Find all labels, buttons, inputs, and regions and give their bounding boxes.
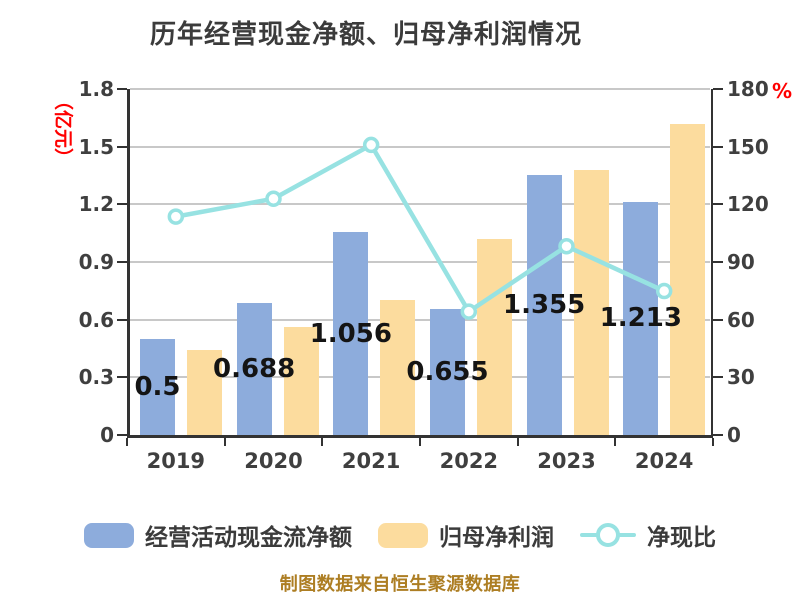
y-axis-tick-mark-left [117,261,127,263]
legend-swatch-net-profit-icon [378,522,428,548]
y-axis-tick-label-left: 0 [100,423,114,447]
y-axis-tick-mark-right [713,145,723,148]
legend: 经营活动现金流净额 归母净利润 净现比 [84,518,716,552]
y-axis-tick-label-right: 0 [727,423,741,447]
bar-value-label: 0.655 [406,357,489,388]
x-axis-tick-mark [419,438,421,446]
chart-title: 历年经营现金净额、归母净利润情况 [150,20,583,50]
bar-value-label: 1.213 [599,303,682,334]
y-axis-tick-mark-left [117,88,127,90]
bar-operating-cash-flow [140,338,175,435]
bar-net-profit [380,300,416,435]
legend-item-operating-cash-flow[interactable]: 经营活动现金流净额 [84,518,352,552]
y-axis-tick-label-right: 180 [727,77,769,101]
legend-item-net-profit[interactable]: 归母净利润 [378,518,554,552]
x-axis-tick-label: 2022 [439,449,499,473]
x-axis-tick-mark [321,438,324,446]
y-axis-tick-mark-left [117,145,127,148]
bar-value-label: 1.056 [309,318,392,349]
legend-item-cash-ratio[interactable]: 净现比 [580,518,716,552]
y-axis-tick-label-right: 120 [727,192,769,217]
legend-line-marker-icon [580,523,636,547]
y-axis-tick-label-right: 90 [727,250,755,274]
y-axis-tick-mark-left [117,203,127,206]
y-axis-tick-mark-right [713,318,723,321]
y-axis-tick-label-left: 0.3 [78,365,114,390]
y-axis-tick-label-left: 1.5 [78,134,114,159]
y-axis-tick-label-right: 150 [727,134,769,159]
gridline [130,318,710,321]
y-axis-tick-mark-right [713,434,723,436]
y-axis-tick-label-left: 1.8 [78,77,114,101]
bar-net-profit [477,238,512,435]
x-axis-tick-mark [126,438,128,446]
legend-label-cash-ratio: 净现比 [647,525,716,551]
gridline [130,376,710,379]
legend-label-operating-cash-flow: 经营活动现金流净额 [145,525,352,551]
gridline [130,145,710,148]
bar-value-label: 0.688 [213,353,296,384]
bar-net-profit [283,327,319,435]
y-axis-tick-mark-left [117,318,127,321]
x-axis-tick-mark [223,438,226,446]
y-axis-tick-mark-left [117,376,127,379]
bar-operating-cash-flow [236,302,272,435]
bar-net-profit [187,350,222,435]
plot-area [127,89,713,438]
x-axis-tick-mark [712,438,714,446]
y-axis-tick-label-left: 0.9 [78,250,114,274]
x-axis-tick-label: 2020 [244,449,303,473]
legend-label-net-profit: 归母净利润 [439,525,554,551]
legend-circle-icon [596,523,620,547]
x-axis-tick-mark [516,438,519,446]
y-axis-tick-mark-right [713,376,723,379]
y-axis-tick-label-right: 30 [727,365,755,390]
x-axis-tick-label: 2019 [146,449,206,473]
bar-net-profit [670,123,706,435]
bar-operating-cash-flow [430,309,465,435]
x-axis-tick-label: 2021 [341,449,401,473]
gridline [130,88,710,90]
footer-note: 制图数据来自恒生聚源数据库 [279,574,521,595]
y-axis-tick-mark-right [713,261,723,263]
y-axis-tick-label-right: 60 [727,307,755,332]
legend-swatch-operating-cash-flow-icon [84,522,134,548]
y-axis-tick-label-left: 0.6 [78,307,114,332]
y-axis-tick-label-left: 1.2 [78,192,114,217]
y-axis-tick-mark-left [117,434,127,436]
y-axis-label-right: % [772,79,793,103]
x-axis-tick-mark [614,438,617,446]
y-axis-tick-mark-right [713,203,723,206]
bar-value-label: 0.5 [134,371,181,402]
y-axis-tick-mark-right [713,88,723,90]
x-axis-tick-label: 2024 [634,449,694,473]
x-axis-tick-label: 2023 [537,449,596,473]
